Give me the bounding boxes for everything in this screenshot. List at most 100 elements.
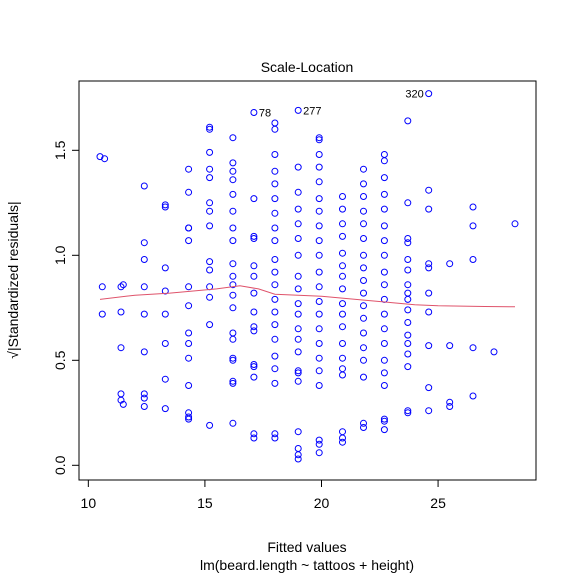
data-point xyxy=(404,409,412,417)
data-point xyxy=(250,373,258,381)
data-point xyxy=(380,174,388,182)
data-point xyxy=(294,428,302,436)
data-point xyxy=(294,451,302,459)
data-point xyxy=(380,190,388,198)
x-tick-label: 10 xyxy=(81,495,97,511)
data-point xyxy=(185,340,193,347)
data-point xyxy=(315,436,323,444)
data-point xyxy=(339,438,346,446)
data-point xyxy=(315,325,323,333)
data-point xyxy=(404,235,412,242)
data-point xyxy=(469,203,477,211)
data-point xyxy=(271,256,279,263)
data-point xyxy=(380,325,388,333)
data-point xyxy=(425,260,433,268)
data-point xyxy=(294,300,302,308)
data-point xyxy=(404,331,412,339)
data-point xyxy=(446,398,454,406)
data-point xyxy=(315,382,323,389)
data-point xyxy=(339,323,346,331)
data-point xyxy=(229,260,237,268)
data-point xyxy=(161,405,169,413)
data-point xyxy=(206,125,214,133)
data-point xyxy=(250,327,258,335)
data-point xyxy=(315,310,323,318)
x-tick-label: 20 xyxy=(314,495,330,511)
data-point xyxy=(294,285,302,293)
data-point xyxy=(185,382,193,389)
data-point xyxy=(185,415,193,423)
data-point xyxy=(360,193,367,200)
data-point xyxy=(315,136,323,144)
data-point xyxy=(271,352,279,360)
data-point xyxy=(140,239,148,247)
data-point xyxy=(206,222,214,230)
data-point xyxy=(117,344,125,352)
data-point xyxy=(250,232,258,240)
data-point xyxy=(294,348,302,356)
data-point xyxy=(469,392,477,400)
data-point xyxy=(271,151,279,158)
data-point xyxy=(140,394,148,402)
x-tick-label: 15 xyxy=(197,495,213,511)
data-point xyxy=(404,199,412,207)
data-point xyxy=(294,272,302,280)
data-point xyxy=(360,220,367,228)
data-point xyxy=(380,415,388,423)
data-point xyxy=(360,264,367,272)
outlier-label: 320 xyxy=(405,89,423,101)
chart-title: Scale-Location xyxy=(261,59,354,75)
data-point xyxy=(315,298,323,305)
data-point xyxy=(469,256,477,263)
data-point xyxy=(339,354,346,362)
data-point xyxy=(339,193,346,200)
data-point xyxy=(229,237,237,245)
data-point xyxy=(425,289,433,297)
data-point xyxy=(229,224,237,232)
data-point xyxy=(271,379,279,387)
data-point xyxy=(315,207,323,215)
data-point xyxy=(250,195,258,203)
data-point xyxy=(339,340,346,347)
data-point xyxy=(229,354,237,362)
data-point xyxy=(271,365,279,373)
data-point xyxy=(271,180,279,188)
data-point xyxy=(185,413,193,421)
data-point xyxy=(101,155,109,163)
data-point xyxy=(206,148,214,156)
data-point xyxy=(446,403,454,410)
data-point xyxy=(161,340,169,347)
data-point xyxy=(380,426,388,434)
data-point xyxy=(250,109,258,116)
data-point xyxy=(315,178,323,186)
data-point xyxy=(404,117,412,125)
data-point xyxy=(271,237,279,245)
data-point xyxy=(360,314,367,322)
data-point xyxy=(360,373,367,381)
data-point xyxy=(294,251,302,259)
data-point xyxy=(425,186,433,194)
data-point xyxy=(206,174,214,182)
data-point xyxy=(315,195,323,203)
data-point xyxy=(185,302,193,310)
data-point xyxy=(206,266,214,274)
x-tick-label: 25 xyxy=(430,495,446,511)
data-point xyxy=(229,134,237,142)
data-point xyxy=(294,106,302,114)
y-tick-label: 1.5 xyxy=(52,140,68,160)
data-point xyxy=(315,354,323,362)
data-point xyxy=(315,222,323,230)
data-point xyxy=(140,348,148,356)
data-point xyxy=(185,354,193,362)
data-point xyxy=(161,264,169,272)
data-point xyxy=(206,258,214,266)
data-point xyxy=(360,302,367,310)
data-point xyxy=(161,203,169,211)
data-point xyxy=(404,340,412,347)
data-point xyxy=(360,424,367,431)
data-point xyxy=(315,134,323,142)
data-point xyxy=(206,165,214,173)
data-point xyxy=(404,363,412,371)
data-point xyxy=(250,272,258,280)
data-point xyxy=(404,281,412,289)
